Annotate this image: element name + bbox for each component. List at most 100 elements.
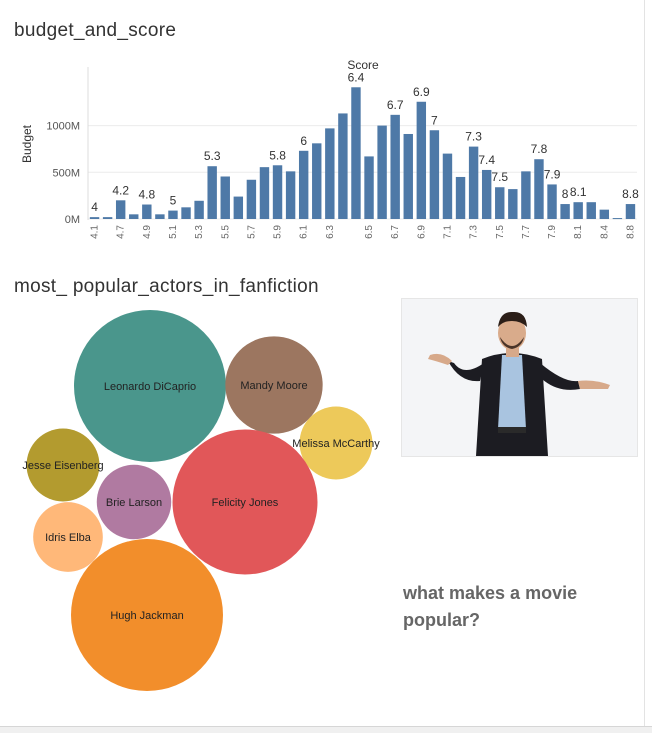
y-tick-label: 500M (52, 167, 80, 179)
bar (377, 125, 387, 219)
x-tick-label: 5.1 (168, 225, 179, 239)
bar (364, 156, 374, 219)
bar (338, 113, 348, 219)
y-tick-labels: 0M 500M 1000M (46, 121, 80, 226)
bar (142, 204, 152, 219)
actors-chart-title: most_ popular_actors_in_fanfiction (14, 276, 319, 297)
x-tick-label: 4.1 (90, 225, 101, 239)
bar (625, 204, 636, 219)
bar (521, 171, 531, 219)
bar (495, 187, 505, 219)
x-tick-label: 5.5 (220, 225, 231, 239)
bar (181, 207, 191, 219)
x-tick-label: 5.9 (273, 225, 284, 239)
bar (573, 202, 583, 219)
bar (612, 218, 623, 220)
data-label: 4.2 (112, 183, 129, 197)
panel-right-border (644, 0, 645, 732)
bar (155, 214, 165, 219)
bar (429, 130, 440, 219)
bar (560, 204, 570, 219)
bar (259, 167, 270, 219)
bar (403, 133, 413, 219)
x-tick-label: 8.4 (599, 225, 610, 239)
bar (586, 202, 596, 219)
x-tick-label: 5.3 (194, 225, 205, 239)
bubbles: Leonardo DiCaprio Mandy Moore Melissa McCa… (22, 310, 380, 691)
bar (102, 217, 113, 219)
bubble (225, 336, 323, 434)
data-label: 8.8 (622, 187, 639, 201)
x-tick-label: 6.7 (390, 225, 401, 239)
bar (547, 184, 557, 219)
bar (285, 171, 296, 219)
bar (468, 146, 479, 219)
shrugging-man-icon (402, 299, 637, 456)
data-label: 7.3 (465, 130, 482, 144)
gridlines (87, 67, 637, 220)
data-label: 8.1 (570, 185, 587, 199)
bubble (96, 464, 172, 540)
bar (220, 176, 230, 219)
bubble (172, 429, 318, 575)
budget-chart-title: budget_and_score (14, 20, 177, 41)
bubble-label: Jesse Eisenberg (22, 460, 103, 472)
x-tick-label: 5.7 (246, 225, 257, 239)
bubble-label: Felicity Jones (212, 497, 279, 509)
dashboard-bottom-bar (0, 726, 652, 733)
bar (599, 209, 610, 219)
x-tick-label: 7.7 (521, 225, 532, 239)
data-label: 4.8 (138, 188, 155, 202)
x-tick-label: 6.9 (416, 225, 427, 239)
y-tick-label: 0M (65, 214, 80, 226)
bar (207, 166, 217, 219)
bubble (74, 310, 226, 462)
y-axis-title: Budget (20, 124, 34, 163)
y-tick-label: 1000M (46, 121, 80, 133)
data-label: 6.9 (413, 85, 430, 99)
bar (442, 153, 453, 219)
bubble (33, 502, 103, 572)
data-label: 6.7 (387, 98, 404, 112)
x-axis-title: Score (347, 58, 379, 72)
data-label: 4 (91, 200, 98, 214)
bubble (71, 539, 223, 691)
bubble (26, 428, 100, 502)
x-tick-labels: 4.1 4.7 4.9 5.1 5.3 5.5 5.7 5.9 6.1 6.3 6.5 6.7 6.9 7… (90, 225, 637, 239)
bubble-label: Leonardo DiCaprio (104, 381, 196, 393)
bar (246, 179, 257, 219)
data-label: 7.8 (531, 142, 548, 156)
bar (298, 150, 309, 219)
bar (272, 165, 283, 219)
bar (312, 143, 322, 219)
x-tick-label: 7.5 (495, 225, 506, 239)
bar (351, 87, 361, 219)
bar (233, 196, 244, 219)
bar (508, 189, 518, 219)
bar (129, 214, 139, 219)
x-tick-label: 7.9 (547, 225, 558, 239)
x-tick-label: 6.3 (325, 225, 336, 239)
data-labels: 4 4.2 4.8 5 5.3 5.8 6 6.4 6.7 6.97 7.3 7.4 7.5 7.8 7.9… (91, 70, 639, 214)
bubble-label: Mandy Moore (240, 380, 307, 392)
data-label: 5 (170, 194, 177, 208)
data-label: 8 (562, 187, 569, 201)
bar (390, 114, 400, 219)
bars (89, 87, 636, 220)
shrugging-man-photo (401, 298, 638, 457)
x-tick-label: 8.8 (625, 225, 636, 239)
actors-bubble-chart: Leonardo DiCaprio Mandy Moore Melissa McCa… (22, 310, 380, 691)
x-tick-label: 6.5 (364, 225, 375, 239)
bubble-label: Hugh Jackman (110, 610, 183, 622)
budget-score-bar-chart: Score Budget 0M 500M 1000M 4 4.2 4.8 5 5.3 5.8 6… (20, 58, 639, 239)
x-tick-label: 4.7 (116, 225, 127, 239)
question-text: what makes a movie popular? (403, 583, 578, 630)
bar (168, 210, 178, 219)
bubble-label: Brie Larson (106, 497, 162, 509)
bubble (299, 406, 373, 480)
data-label: 7.4 (478, 153, 495, 167)
x-tick-label: 8.1 (573, 225, 584, 239)
bar (325, 128, 335, 219)
bubble-label: Idris Elba (45, 532, 92, 544)
bar (534, 159, 544, 219)
